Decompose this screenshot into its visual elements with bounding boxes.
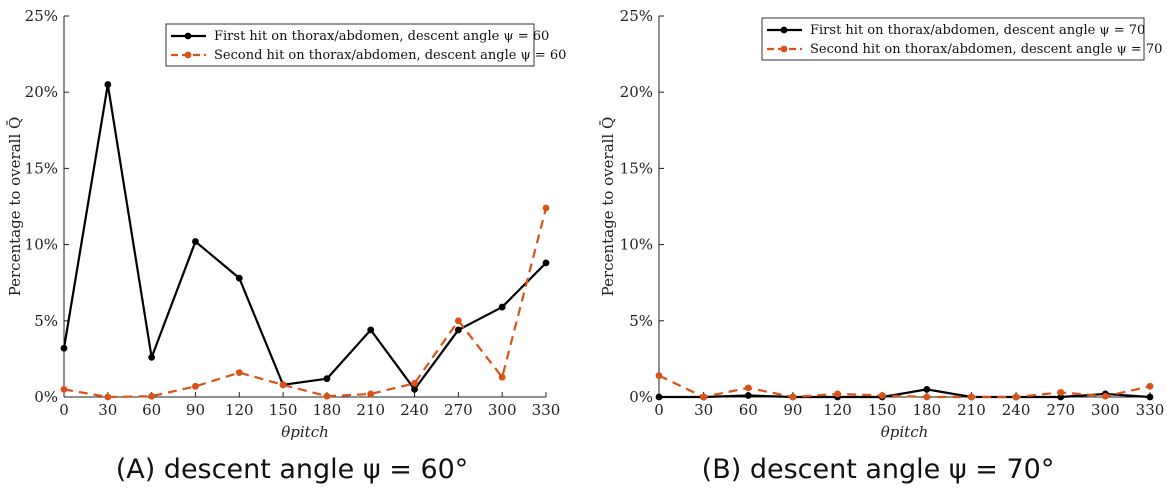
legend-marker — [780, 45, 788, 53]
data-point — [104, 81, 112, 88]
panel-caption: (B) descent angle ψ = 70° — [702, 454, 1055, 485]
legend-marker — [184, 51, 192, 59]
legend-label: First hit on thorax/abdomen, descent ang… — [214, 29, 549, 44]
data-point — [923, 393, 931, 401]
legend-label: Second hit on thorax/abdomen, descent an… — [214, 48, 566, 63]
x-axis-label: θpitch — [281, 423, 329, 441]
legend-marker — [780, 26, 788, 34]
series-line-2 — [63, 207, 548, 399]
x-tick-label: 300 — [488, 401, 517, 419]
x-tick-label: 210 — [957, 401, 986, 419]
x-axis-label: θpitch — [881, 423, 929, 441]
data-point — [148, 353, 156, 361]
legend-marker — [184, 32, 192, 40]
data-point — [454, 317, 462, 325]
y-tick-label: 15% — [25, 159, 58, 177]
data-point — [411, 379, 418, 387]
data-point — [104, 393, 112, 401]
data-point — [192, 382, 199, 390]
y-tick-label: 25% — [25, 7, 58, 25]
x-tick-label: 90 — [186, 401, 205, 419]
data-point — [323, 375, 331, 383]
data-point — [1057, 389, 1065, 396]
x-tick-label: 270 — [1046, 401, 1075, 419]
data-point — [411, 385, 418, 393]
data-point — [700, 393, 708, 401]
x-tick-label: 30 — [98, 401, 117, 419]
data-point — [498, 373, 506, 381]
y-tick-label: 5% — [629, 312, 653, 330]
data-point — [367, 326, 375, 334]
data-point — [1101, 392, 1109, 400]
y-tick-label: 25% — [620, 7, 653, 25]
data-point — [1012, 393, 1020, 401]
data-point — [498, 303, 506, 311]
x-tick-label: 0 — [59, 401, 69, 419]
x-tick-label: 90 — [783, 401, 802, 419]
x-tick-label: 330 — [1136, 401, 1165, 419]
data-point — [454, 326, 462, 334]
legend-label: Second hit on thorax/abdomen, descent an… — [810, 42, 1162, 57]
y-tick-label: 20% — [620, 83, 653, 101]
data-point — [542, 204, 550, 212]
series-line-1 — [62, 83, 547, 391]
data-point — [968, 393, 975, 401]
legend-label: First hit on thorax/abdomen, descent ang… — [810, 23, 1145, 38]
x-tick-label: 210 — [356, 401, 385, 419]
x-tick-label: 240 — [1002, 401, 1031, 419]
x-tick-label: 120 — [225, 401, 254, 419]
y-tick-label: 5% — [34, 312, 58, 330]
data-point — [744, 384, 752, 392]
data-point — [279, 381, 287, 389]
data-point — [367, 390, 375, 398]
y-tick-label: 10% — [620, 236, 653, 254]
y-tick-label: 0% — [629, 388, 653, 406]
y-axis-label: Percentage to overall Q̄ — [6, 117, 24, 297]
data-point — [834, 390, 841, 398]
data-point — [148, 392, 156, 400]
data-point — [1146, 382, 1154, 390]
y-tick-label: 20% — [25, 83, 58, 101]
x-tick-label: 180 — [313, 401, 342, 419]
panel-caption: (A) descent angle ψ = 60° — [116, 454, 469, 485]
data-point — [655, 372, 663, 380]
series-line-1 — [659, 388, 1151, 399]
chart-b: 0% 5% 10% 15% 20% 25% 0 30 60 90 120 150 180 210 240 27… — [599, 7, 1164, 485]
y-tick-label: 10% — [25, 236, 58, 254]
x-tick-label: 150 — [868, 401, 897, 419]
x-tick-label: 300 — [1091, 401, 1120, 419]
x-tick-label: 30 — [694, 401, 713, 419]
x-tick-label: 0 — [654, 401, 664, 419]
x-tick-label: 60 — [739, 401, 758, 419]
x-tick-label: 180 — [912, 401, 941, 419]
data-point — [655, 393, 663, 401]
data-point — [235, 369, 243, 377]
legend-box — [761, 17, 1145, 61]
data-point — [744, 392, 752, 399]
data-point — [323, 392, 331, 400]
x-tick-label: 240 — [400, 401, 429, 419]
y-tick-label: 15% — [620, 159, 653, 177]
legend-box — [165, 23, 535, 67]
data-point — [542, 259, 550, 267]
x-tick-label: 120 — [823, 401, 852, 419]
y-axis-label: Percentage to overall Q̄ — [599, 117, 617, 297]
chart-a: 0% 5% 10% 15% 20% 25% 0 30 60 90 120 150 180 210 240 27… — [6, 7, 566, 485]
x-tick-label: 150 — [269, 401, 298, 419]
y-tick-label: 0% — [34, 388, 58, 406]
x-tick-label: 330 — [532, 401, 561, 419]
data-point — [789, 393, 797, 401]
x-tick-label: 60 — [142, 401, 161, 419]
data-point — [878, 392, 886, 399]
data-point — [235, 274, 243, 282]
data-point — [1146, 393, 1154, 401]
data-point — [192, 238, 199, 245]
data-point — [60, 385, 68, 393]
data-point — [923, 385, 931, 393]
x-tick-label: 270 — [444, 401, 473, 419]
data-point — [60, 344, 68, 352]
